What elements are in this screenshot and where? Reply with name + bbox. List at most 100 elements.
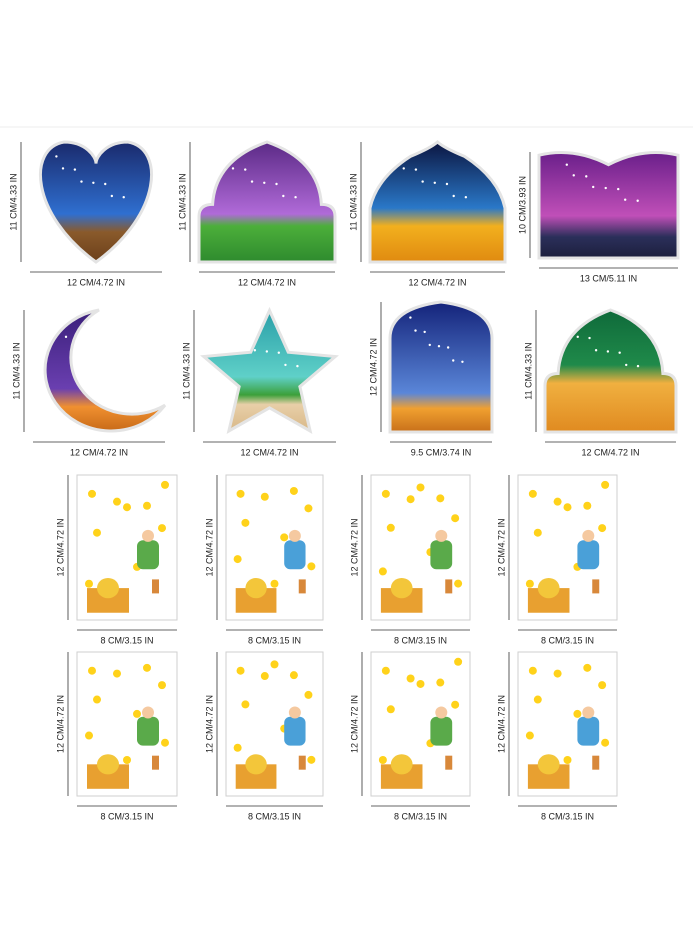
cutout-shape	[368, 139, 507, 264]
sticker-person	[137, 540, 159, 570]
sticker-person	[430, 540, 453, 570]
sky-star	[604, 186, 607, 190]
sticker-star	[406, 674, 415, 683]
sticker-lantern	[152, 579, 159, 594]
product-item: 8 CM/3.15 IN 12 CM/4.72 IN	[496, 651, 618, 821]
width-label: 12 CM/4.72 IN	[581, 447, 639, 457]
height-label: 12 CM/4.72 IN	[496, 695, 506, 753]
sky-star	[125, 364, 128, 368]
sticker-dome	[245, 754, 267, 775]
sticker-star	[533, 528, 542, 537]
sky-star	[395, 155, 399, 158]
height-label: 11 CM/4.33 IN	[8, 173, 18, 230]
width-label: 12 CM/4.72 IN	[240, 447, 298, 457]
sky-star	[76, 336, 80, 340]
sticker-dome	[537, 754, 560, 775]
sticker-lantern	[298, 755, 306, 770]
sticker-star	[260, 492, 269, 501]
sticker-head	[288, 529, 301, 542]
sticker-person	[577, 540, 600, 570]
sky-star	[625, 363, 628, 367]
sky-star	[247, 336, 250, 340]
sky-star	[461, 360, 464, 363]
sticker-star	[113, 497, 121, 506]
sky-star	[433, 181, 436, 184]
sky-star	[284, 363, 287, 367]
sticker-star	[573, 709, 582, 718]
sky-star	[636, 199, 639, 202]
product-item: 12 CM/4.72 IN 11 CM/4.33 IN	[177, 140, 337, 287]
sticker-star	[583, 501, 592, 510]
product-item: 12 CM/4.72 IN 11 CM/4.33 IN	[523, 308, 678, 457]
sky-star	[585, 175, 588, 178]
sticker-star	[260, 672, 269, 681]
sky-star	[104, 182, 107, 186]
sky-star	[452, 359, 455, 362]
width-label: 8 CM/3.15 IN	[541, 635, 594, 645]
sky-star	[73, 168, 77, 171]
sky-star	[235, 335, 238, 339]
sticker-star	[304, 504, 313, 513]
cutout-shape	[388, 300, 494, 434]
sticker-star	[143, 501, 151, 510]
sticker-star	[378, 567, 387, 576]
height-label: 12 CM/4.72 IN	[349, 518, 359, 576]
sky-star	[250, 180, 254, 183]
product-item: 13 CM/5.11 IN 10 CM/3.93 IN	[517, 150, 680, 283]
sticker-head	[142, 706, 154, 719]
sticker-star	[93, 695, 101, 704]
sticker-star	[386, 705, 395, 714]
sticker-star	[598, 681, 607, 690]
cutout-shape	[197, 140, 337, 264]
width-label: 12 CM/4.72 IN	[70, 447, 128, 457]
product-item: 8 CM/3.15 IN 12 CM/4.72 IN	[204, 474, 324, 645]
sticker-lantern	[152, 755, 159, 770]
sticker-star	[563, 756, 572, 764]
sticker-lantern	[445, 755, 453, 770]
width-label: 8 CM/3.15 IN	[541, 811, 594, 821]
sticker-star	[436, 494, 445, 503]
product-item: 8 CM/3.15 IN 12 CM/4.72 IN	[349, 651, 471, 821]
width-label: 8 CM/3.15 IN	[100, 635, 153, 645]
sky-star	[80, 180, 83, 183]
height-label: 10 CM/3.93 IN	[517, 176, 527, 234]
product-item: 12 CM/4.72 IN 11 CM/4.33 IN	[8, 140, 162, 287]
sky-star	[446, 346, 450, 349]
sticker-star	[233, 555, 242, 564]
sky-star	[423, 330, 426, 334]
sticker-head	[288, 706, 301, 719]
sticker-lantern	[592, 579, 600, 594]
width-label: 9.5 CM/3.74 IN	[411, 447, 472, 457]
sticker-dome	[245, 577, 267, 599]
sticker-star	[553, 669, 562, 678]
sticker-head	[142, 529, 154, 542]
sky-star	[409, 316, 412, 319]
sticker-star	[123, 503, 131, 512]
sky-star	[228, 323, 231, 326]
sticker-star	[451, 700, 460, 709]
sticker-star	[454, 657, 463, 666]
sticker-star	[161, 738, 169, 747]
sticker-dome	[390, 754, 413, 775]
cutout-shape	[543, 308, 678, 434]
sky-star	[58, 323, 61, 326]
sticker-star	[93, 528, 101, 537]
width-label: 12 CM/4.72 IN	[67, 277, 125, 287]
sky-star	[275, 182, 278, 186]
product-item: 9.5 CM/3.74 IN 12 CM/4.72 IN	[368, 300, 494, 457]
height-label: 11 CM/4.33 IN	[348, 173, 358, 230]
sky-star	[296, 364, 299, 368]
sticker-lantern	[592, 755, 600, 770]
sky-star	[570, 323, 573, 326]
sticker-star	[289, 671, 298, 680]
product-item: 8 CM/3.15 IN 12 CM/4.72 IN	[204, 651, 324, 821]
sky-star	[244, 168, 247, 171]
sticker-star	[533, 695, 542, 704]
sticker-star	[236, 666, 245, 675]
height-label: 11 CM/4.33 IN	[11, 342, 21, 399]
sticker-star	[454, 579, 463, 588]
sticker-star	[583, 663, 592, 672]
sticker-star	[525, 579, 534, 588]
sticker-star	[270, 660, 279, 669]
sticker-star	[236, 489, 245, 498]
